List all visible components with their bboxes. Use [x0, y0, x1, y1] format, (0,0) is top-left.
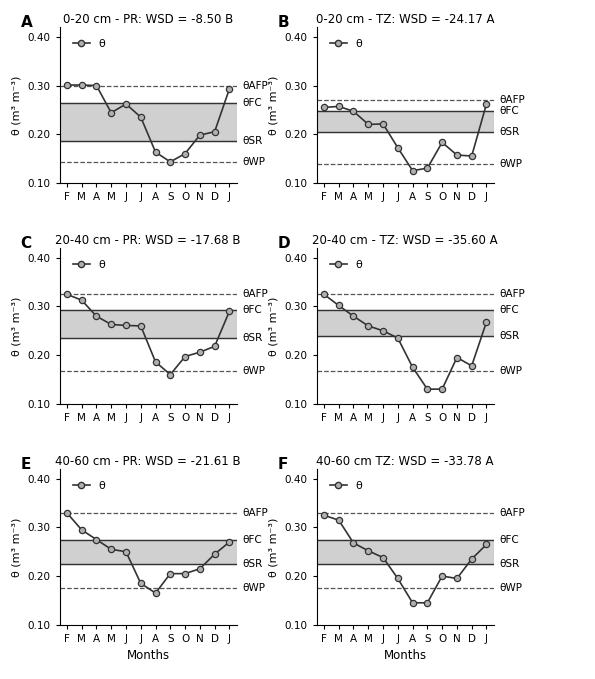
Text: θSR: θSR [242, 333, 262, 343]
Legend: θ: θ [68, 255, 110, 274]
Legend: θ: θ [325, 476, 367, 495]
Y-axis label: θ (m³ m⁻³): θ (m³ m⁻³) [12, 517, 22, 576]
Title: 20-40 cm - PR: WSD = -17.68 B: 20-40 cm - PR: WSD = -17.68 B [55, 234, 241, 247]
Legend: θ: θ [325, 34, 367, 53]
Y-axis label: θ (m³ m⁻³): θ (m³ m⁻³) [12, 75, 22, 134]
Text: θAFP: θAFP [499, 289, 525, 299]
Bar [60, 103, 237, 141]
Title: 0-20 cm - TZ: WSD = -24.17 A: 0-20 cm - TZ: WSD = -24.17 A [316, 13, 494, 26]
Text: θAFP: θAFP [242, 289, 268, 299]
Text: θWP: θWP [242, 366, 265, 375]
Text: B: B [277, 15, 289, 30]
Text: θFC: θFC [499, 106, 519, 116]
Text: θSR: θSR [499, 127, 519, 136]
X-axis label: Months: Months [127, 649, 170, 662]
Text: θSR: θSR [242, 559, 262, 569]
Legend: θ: θ [68, 34, 110, 53]
Title: 40-60 cm - PR: WSD = -21.61 B: 40-60 cm - PR: WSD = -21.61 B [55, 455, 241, 468]
Text: θFC: θFC [242, 534, 262, 545]
Title: 20-40 cm - TZ: WSD = -35.60 A: 20-40 cm - TZ: WSD = -35.60 A [312, 234, 498, 247]
Text: θAFP: θAFP [499, 508, 525, 518]
Text: θFC: θFC [499, 534, 519, 545]
Y-axis label: θ (m³ m⁻³): θ (m³ m⁻³) [269, 296, 279, 356]
Text: θFC: θFC [242, 306, 262, 315]
X-axis label: Months: Months [384, 649, 427, 662]
Text: θWP: θWP [242, 583, 265, 593]
Text: D: D [277, 236, 290, 251]
Bar [317, 540, 494, 564]
Bar [317, 111, 494, 132]
Text: θFC: θFC [242, 98, 262, 107]
Text: θAFP: θAFP [242, 81, 268, 90]
Text: C: C [20, 236, 32, 251]
Legend: θ: θ [325, 255, 367, 274]
Y-axis label: θ (m³ m⁻³): θ (m³ m⁻³) [12, 296, 22, 356]
Title: 0-20 cm - PR: WSD = -8.50 B: 0-20 cm - PR: WSD = -8.50 B [63, 13, 233, 26]
Text: θSR: θSR [242, 136, 262, 147]
Bar [60, 540, 237, 564]
Text: θSR: θSR [499, 559, 519, 569]
Text: θWP: θWP [499, 583, 522, 593]
Title: 40-60 cm TZ: WSD = -33.78 A: 40-60 cm TZ: WSD = -33.78 A [317, 455, 494, 468]
Text: θWP: θWP [499, 160, 522, 169]
Text: E: E [20, 457, 31, 472]
Text: F: F [277, 457, 288, 472]
Text: θFC: θFC [499, 306, 519, 315]
Legend: θ: θ [68, 476, 110, 495]
Y-axis label: θ (m³ m⁻³): θ (m³ m⁻³) [269, 517, 279, 576]
Bar [60, 310, 237, 338]
Bar [317, 310, 494, 335]
Text: θSR: θSR [499, 331, 519, 341]
Text: θAFP: θAFP [242, 508, 268, 518]
Y-axis label: θ (m³ m⁻³): θ (m³ m⁻³) [269, 75, 279, 134]
Text: A: A [20, 15, 32, 30]
Text: θWP: θWP [499, 366, 522, 375]
Text: θAFP: θAFP [499, 95, 525, 105]
Text: θWP: θWP [242, 157, 265, 167]
